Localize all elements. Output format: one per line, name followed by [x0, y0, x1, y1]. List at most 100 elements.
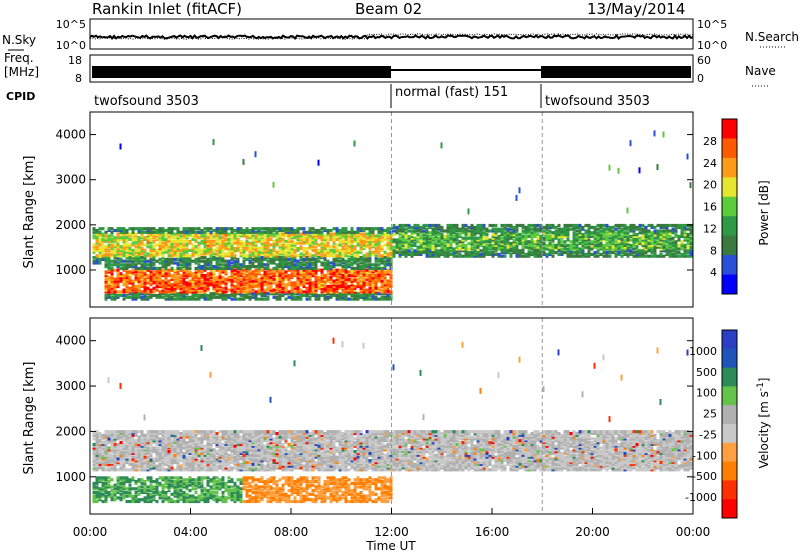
power-cell [566, 231, 570, 235]
power-cell [134, 266, 138, 270]
velocity-cell [110, 496, 114, 500]
power-cell [230, 256, 234, 260]
power-cell [272, 227, 276, 231]
power-cell [161, 286, 165, 290]
power-cell [257, 254, 261, 258]
velocity-cell [146, 439, 150, 443]
power-cell [341, 283, 345, 287]
velocity-cell [113, 494, 117, 498]
power-cell [317, 295, 321, 299]
power-cell [230, 237, 234, 242]
power-cell [179, 245, 183, 249]
power-cell [314, 279, 318, 283]
power-cell [437, 251, 441, 255]
power-cell [149, 232, 153, 236]
power-cell [323, 247, 327, 251]
power-cell [461, 229, 465, 233]
power-cell [215, 279, 219, 283]
power-cell [482, 231, 486, 235]
power-cell [257, 261, 261, 265]
power-cell [578, 249, 582, 253]
power-cell [521, 251, 525, 255]
velocity-cell [128, 487, 132, 491]
power-cell [116, 248, 120, 252]
power-cell [233, 290, 237, 294]
power-cell [512, 243, 516, 247]
power-cell [464, 238, 468, 242]
power-cell [185, 270, 189, 274]
power-cell [392, 233, 396, 237]
power-cell [128, 292, 132, 296]
velocity-cell [149, 457, 153, 461]
power-cell [152, 247, 156, 251]
power-cell [197, 286, 201, 290]
power-cell [284, 274, 288, 278]
power-cell [140, 290, 144, 294]
power-cell [221, 275, 225, 280]
velocity-cell [155, 487, 159, 491]
power-cell [239, 265, 243, 269]
power-cell [479, 243, 483, 247]
velocity-cell [131, 478, 135, 482]
velocity-cell [143, 498, 147, 502]
power-cell [551, 238, 555, 242]
power-cell [266, 234, 270, 238]
power-cell [470, 233, 474, 237]
power-cell [635, 251, 639, 255]
power-cell [392, 249, 396, 253]
power-cell [131, 256, 135, 260]
power-cell [347, 279, 351, 283]
power-cell [269, 234, 273, 238]
power-cell [485, 229, 489, 233]
power-cell [374, 284, 378, 289]
power-cell [491, 254, 495, 258]
power-cell [413, 225, 417, 229]
power-cell [104, 288, 108, 292]
power-cell [311, 236, 315, 240]
power-cell [239, 292, 243, 296]
power-cell [377, 245, 381, 249]
power-cell [335, 286, 339, 290]
power-cell [644, 240, 648, 244]
power-cell [332, 290, 336, 294]
power-cell [560, 252, 564, 256]
power-cell [329, 252, 333, 256]
power-cell [158, 290, 162, 294]
power-cell [332, 259, 336, 263]
power-cell [584, 236, 588, 240]
power-cell [680, 223, 684, 228]
power-cell [455, 233, 459, 237]
power-cell [302, 283, 306, 287]
power-cell [146, 292, 150, 296]
velocity-cell [131, 437, 135, 441]
velocity-cell [116, 437, 120, 441]
power-cell [176, 297, 180, 301]
power-cell [560, 243, 564, 247]
power-cell [275, 265, 279, 269]
power-cell [416, 245, 420, 249]
power-cell [212, 239, 216, 243]
power-cell [224, 295, 228, 299]
power-cell [305, 265, 309, 269]
power-cell [470, 225, 474, 229]
power-cell [359, 228, 363, 233]
power-cell [113, 277, 117, 281]
power-cell [623, 240, 627, 244]
power-cell [647, 242, 651, 246]
velocity-cell [155, 446, 159, 450]
power-cell [353, 284, 357, 289]
power-cell [572, 247, 576, 251]
power-cell [155, 232, 159, 236]
power-cell [344, 263, 348, 267]
power-cell [290, 243, 294, 247]
power-cell [119, 259, 123, 263]
power-cell [605, 254, 609, 258]
power-cell [140, 230, 144, 234]
power-cell [449, 243, 453, 247]
power-cell [203, 227, 207, 231]
power-cell [284, 288, 288, 292]
velocity-cell [161, 466, 165, 470]
power-cell [308, 257, 312, 261]
power-cell [434, 227, 438, 231]
power-cell [626, 234, 630, 238]
